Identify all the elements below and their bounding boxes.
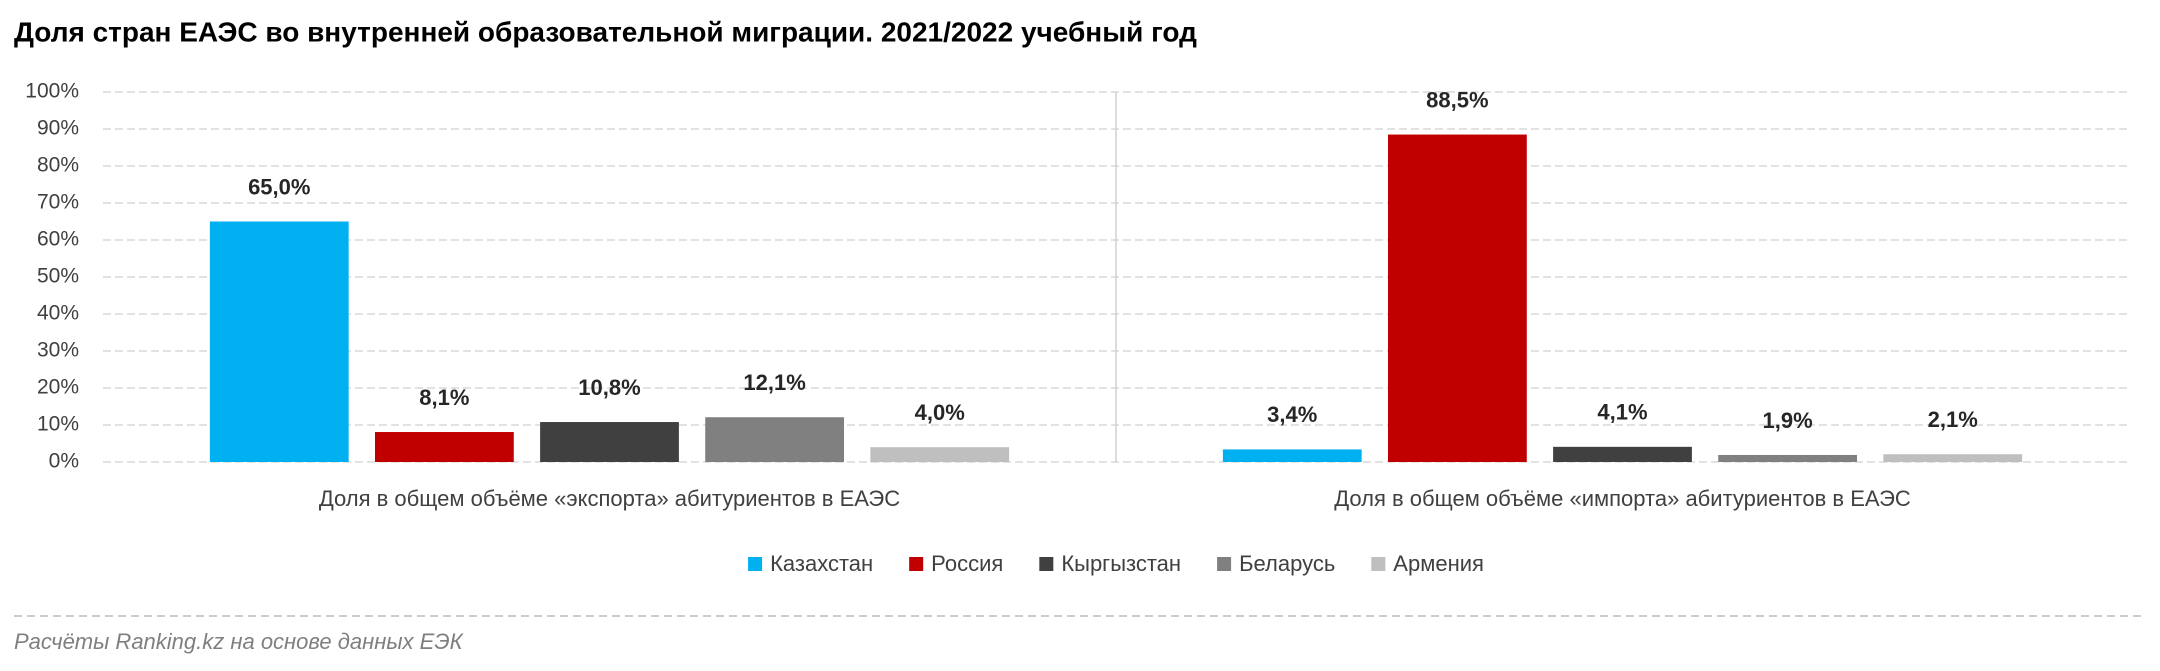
y-tick-label: 0% <box>49 450 79 473</box>
legend-swatch <box>748 557 763 571</box>
bar <box>209 221 349 462</box>
legend-label: Армения <box>1393 551 1484 576</box>
legend-swatch <box>909 557 924 571</box>
legend-swatch <box>1039 557 1054 571</box>
data-label: 4,0% <box>915 400 965 425</box>
y-tick-label: 10% <box>37 413 79 436</box>
legend-label: Казахстан <box>770 551 873 576</box>
legend-label: Беларусь <box>1239 551 1335 576</box>
data-label: 8,1% <box>419 385 469 410</box>
bar <box>540 422 679 462</box>
data-label: 12,1% <box>743 370 805 395</box>
legend-swatch <box>1371 557 1386 571</box>
y-tick-label: 30% <box>37 339 79 362</box>
legend-label: Кыргызстан <box>1061 551 1181 576</box>
bar <box>1883 454 2023 462</box>
data-label: 1,9% <box>1763 408 1813 433</box>
data-label: 3,4% <box>1267 402 1317 427</box>
data-label: 4,1% <box>1597 400 1647 425</box>
source-note: Расчёты Ranking.kz на основе данных ЕЭК <box>14 629 464 654</box>
bar <box>870 447 1010 462</box>
data-label: 88,5% <box>1426 87 1488 112</box>
x-tick-label: Доля в общем объёме «экспорта» абитуриен… <box>319 486 900 511</box>
data-label: 2,1% <box>1928 407 1978 432</box>
data-label: 10,8% <box>578 375 640 400</box>
x-tick-label: Доля в общем объёме «импорта» абитуриент… <box>1334 486 1911 511</box>
bar <box>1718 454 1858 462</box>
y-tick-label: 20% <box>37 376 79 399</box>
bar <box>705 417 845 462</box>
y-tick-label: 90% <box>37 117 79 140</box>
bar <box>1222 449 1362 462</box>
y-tick-label: 100% <box>25 80 79 103</box>
legend-swatch <box>1217 557 1232 571</box>
data-label: 65,0% <box>248 174 310 199</box>
y-tick-label: 40% <box>37 302 79 325</box>
y-tick-label: 60% <box>37 228 79 251</box>
y-tick-label: 50% <box>37 265 79 288</box>
y-tick-label: 70% <box>37 191 79 214</box>
bar <box>1387 134 1527 463</box>
legend-label: Россия <box>931 551 1003 576</box>
bar <box>374 432 514 462</box>
y-tick-label: 80% <box>37 154 79 177</box>
bar <box>1553 446 1692 462</box>
chart-title: Доля стран ЕАЭС во внутренней образовате… <box>14 16 1197 47</box>
